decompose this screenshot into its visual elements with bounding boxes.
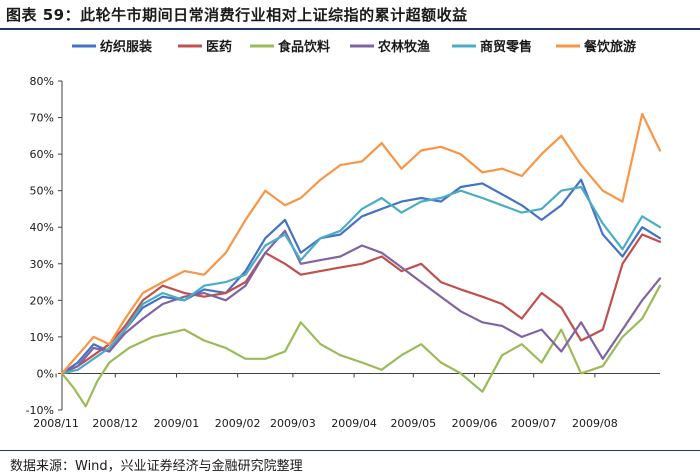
axes: -10% 0% 10% 20% 30% 40% 50% 60% 70% 80% 2008/11 200…	[26, 75, 660, 430]
y-tick-label: 20%	[30, 294, 54, 307]
title-divider	[0, 28, 700, 30]
x-tick-label: 2009/05	[390, 417, 436, 430]
x-tick-label: 2009/04	[331, 417, 377, 430]
y-tick-label: -10%	[26, 404, 54, 417]
source-note: 数据来源：Wind，兴业证券经济与金融研究院整理	[10, 459, 303, 474]
y-tick-label: 70%	[30, 112, 54, 125]
y-tick-label: 0%	[37, 367, 54, 380]
series-line	[60, 112, 662, 375]
legend-label: 农林牧渔	[377, 39, 430, 55]
x-tick-label: 2009/07	[511, 417, 557, 430]
legend: 纺织服装 医药 食品饮料 农林牧渔 商贸零售 餐饮旅游	[72, 39, 636, 55]
series-line	[60, 185, 662, 375]
chart-title: 图表 59：此轮牛市期间日常消费行业相对上证综指的累计超额收益	[6, 6, 468, 24]
series-lines	[60, 112, 662, 408]
legend-label: 商贸零售	[480, 39, 532, 55]
x-tick-label: 2009/08	[572, 417, 618, 430]
y-tick-label: 80%	[30, 75, 54, 88]
y-tick-label: 30%	[30, 258, 54, 271]
series-line	[60, 229, 662, 375]
legend-label: 医药	[206, 39, 232, 55]
x-tick-label: 2009/01	[154, 417, 200, 430]
y-tick-label: 10%	[30, 331, 54, 344]
chart: -10% 0% 10% 20% 30% 40% 50% 60% 70% 80% 2008/11 200…	[26, 39, 662, 430]
series-line	[60, 284, 662, 408]
x-tick-label: 2009/06	[452, 417, 498, 430]
x-tick-label: 2008/12	[92, 417, 138, 430]
y-tick-label: 50%	[30, 185, 54, 198]
legend-label: 纺织服装	[100, 39, 152, 55]
x-tick-label: 2009/02	[215, 417, 261, 430]
series-line	[60, 178, 662, 375]
series-line	[60, 233, 662, 375]
legend-label: 餐饮旅游	[583, 39, 636, 55]
legend-label: 食品饮料	[278, 39, 330, 55]
source-divider	[0, 450, 700, 451]
y-tick-label: 40%	[30, 221, 54, 234]
x-tick-label: 2009/03	[270, 417, 316, 430]
x-tick-label: 2008/11	[33, 417, 79, 430]
y-tick-label: 60%	[30, 148, 54, 161]
